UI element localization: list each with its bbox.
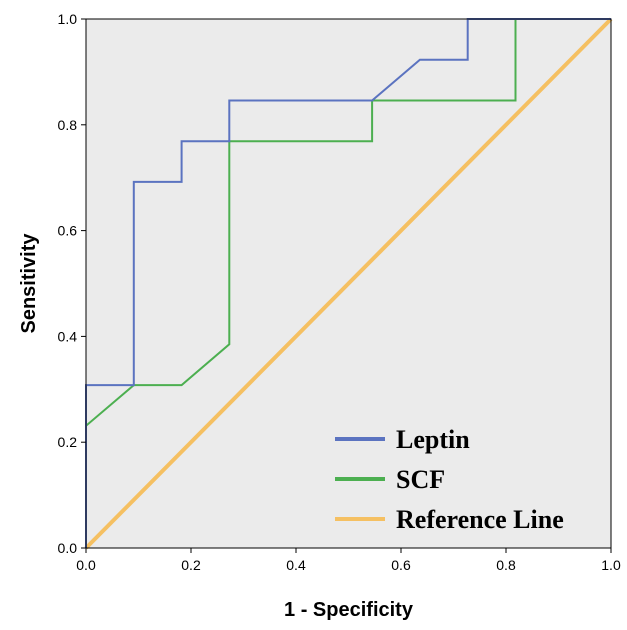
tick-layer: 0.0 0.2 0.4 0.6 0.8 1.0 0.0 0.2 0.4 0.6 0.8 1.0: [58, 11, 621, 573]
x-axis-title: 1 - Specificity: [284, 599, 414, 621]
x-tick-label: 0.6: [391, 557, 411, 573]
y-tick-label: 0.0: [58, 540, 78, 556]
x-tick-label: 1.0: [601, 557, 621, 573]
x-tick-label: 0.0: [76, 557, 96, 573]
y-tick-label: 0.6: [58, 223, 78, 239]
y-tick-label: 0.2: [58, 434, 78, 450]
series-line-reference-line: [84, 17, 613, 550]
y-tick-label: 0.4: [58, 328, 78, 344]
y-tick-label: 1.0: [58, 11, 78, 27]
legend-label-leptin: Leptin: [396, 425, 470, 454]
legend-label-scf: SCF: [396, 465, 445, 494]
y-tick-label: 0.8: [58, 117, 78, 133]
series-line-leptin: [85, 18, 611, 548]
x-tick-label: 0.2: [181, 557, 201, 573]
plot-frame: [85, 18, 612, 549]
legend-label-reference-line: Reference Line: [396, 505, 564, 534]
series-layer: [84, 17, 613, 550]
legend: Leptin SCF Reference Line: [335, 425, 564, 534]
x-tick-label: 0.8: [496, 557, 516, 573]
x-tick-label: 0.4: [286, 557, 306, 573]
y-axis-title: Sensitivity: [18, 233, 40, 334]
